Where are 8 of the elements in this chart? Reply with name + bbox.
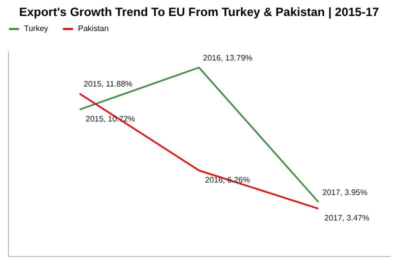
data-label: 2015, 11.88% <box>84 80 132 89</box>
legend-label: Turkey <box>24 24 48 33</box>
data-label: 2016, 13.79% <box>203 54 252 63</box>
chart-title: Export's Growth Trend To EU From Turkey & Pakistan | 2015-17 <box>19 5 380 19</box>
legend-label: Pakistan <box>78 24 109 33</box>
data-label: 2017, 3.47% <box>324 214 370 223</box>
data-label: 2017, 3.95% <box>322 188 368 198</box>
data-label: 2016, 6.26% <box>205 175 250 184</box>
